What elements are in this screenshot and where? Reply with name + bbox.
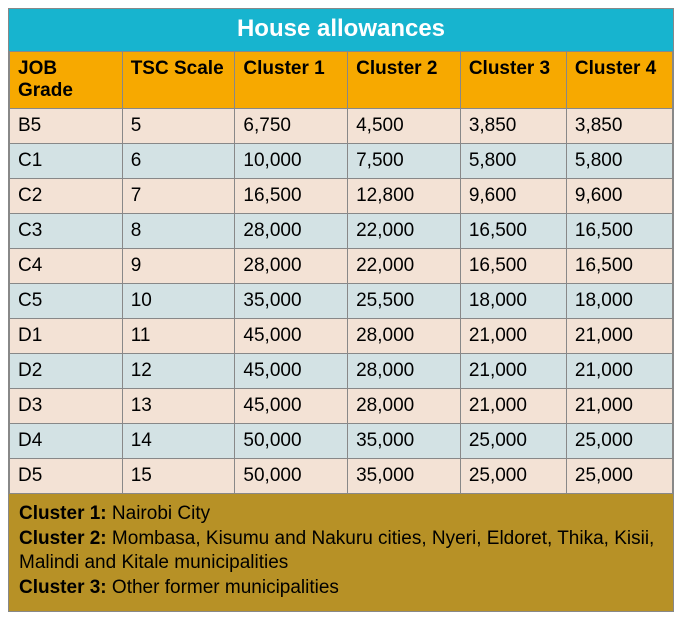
cluster-definition-line: Cluster 2: Mombasa, Kisumu and Nakuru ci… [19,527,663,576]
col-header: Cluster 4 [566,52,672,109]
table-cell: 7 [122,179,235,214]
table-cell: 15 [122,459,235,494]
table-cell: 6 [122,144,235,179]
table-cell: 9,600 [460,179,566,214]
table-cell: 21,000 [460,319,566,354]
table-cell: 16,500 [235,179,348,214]
table-cell: 35,000 [348,459,461,494]
table-row: D41450,00035,00025,00025,000 [10,424,673,459]
cluster-definition-line: Cluster 1: Nairobi City [19,502,663,527]
table-cell: 28,000 [235,214,348,249]
col-header: Cluster 1 [235,52,348,109]
table-cell: 11 [122,319,235,354]
cluster-text: Nairobi City [107,503,210,524]
table-cell: 35,000 [235,284,348,319]
table-cell: 50,000 [235,459,348,494]
cluster-definition-line: Cluster 3: Other former municipalities [19,576,663,601]
house-allowances-table: House allowances JOB GradeTSC ScaleClust… [8,8,674,612]
table-row: D31345,00028,00021,00021,000 [10,389,673,424]
table-cell: 28,000 [348,354,461,389]
table-cell: 16,500 [566,249,672,284]
table-row: D11145,00028,00021,00021,000 [10,319,673,354]
table-cell: C3 [10,214,123,249]
cluster-label: Cluster 2: [19,528,107,549]
table-cell: 6,750 [235,109,348,144]
table-cell: 45,000 [235,389,348,424]
table-cell: 21,000 [566,319,672,354]
table-cell: 5,800 [566,144,672,179]
table-cell: 21,000 [460,354,566,389]
col-header: JOB Grade [10,52,123,109]
table-cell: C4 [10,249,123,284]
table-cell: B5 [10,109,123,144]
table-cell: 21,000 [566,389,672,424]
table-cell: 45,000 [235,319,348,354]
table-cell: 10,000 [235,144,348,179]
table-cell: 45,000 [235,354,348,389]
table-cell: 16,500 [460,214,566,249]
cluster-label: Cluster 1: [19,503,107,524]
table-row: C51035,00025,50018,00018,000 [10,284,673,319]
table-cell: D5 [10,459,123,494]
table-cell: 21,000 [566,354,672,389]
table-cell: 18,000 [460,284,566,319]
table-cell: 50,000 [235,424,348,459]
table-cell: 16,500 [566,214,672,249]
table-cell: 12,800 [348,179,461,214]
table-row: C4928,00022,00016,50016,500 [10,249,673,284]
table-cell: C2 [10,179,123,214]
table-cell: C1 [10,144,123,179]
table-cell: 25,000 [566,424,672,459]
cluster-text: Other former municipalities [107,577,339,598]
table-cell: 21,000 [460,389,566,424]
table-cell: 5,800 [460,144,566,179]
table-row: C2716,50012,8009,6009,600 [10,179,673,214]
table-cell: D4 [10,424,123,459]
table-cell: 7,500 [348,144,461,179]
table-header-row: JOB GradeTSC ScaleCluster 1Cluster 2Clus… [10,52,673,109]
table-row: D51550,00035,00025,00025,000 [10,459,673,494]
cluster-text: Mombasa, Kisumu and Nakuru cities, Nyeri… [19,528,654,574]
table-cell: 3,850 [460,109,566,144]
table-cell: 9,600 [566,179,672,214]
table-cell: 25,000 [460,424,566,459]
table-cell: 18,000 [566,284,672,319]
table-cell: 8 [122,214,235,249]
table-cell: C5 [10,284,123,319]
table-cell: 28,000 [348,319,461,354]
table-cell: 25,500 [348,284,461,319]
table-row: C1610,0007,5005,8005,800 [10,144,673,179]
col-header: Cluster 2 [348,52,461,109]
table-cell: D3 [10,389,123,424]
table-cell: 16,500 [460,249,566,284]
table-cell: 9 [122,249,235,284]
table-row: C3828,00022,00016,50016,500 [10,214,673,249]
cluster-label: Cluster 3: [19,577,107,598]
table-cell: 28,000 [235,249,348,284]
allowance-table: JOB GradeTSC ScaleCluster 1Cluster 2Clus… [9,51,673,494]
table-cell: 5 [122,109,235,144]
table-title: House allowances [9,9,673,51]
col-header: Cluster 3 [460,52,566,109]
cluster-definitions: Cluster 1: Nairobi CityCluster 2: Mombas… [9,494,673,611]
table-cell: 25,000 [460,459,566,494]
table-cell: 14 [122,424,235,459]
table-cell: D1 [10,319,123,354]
table-row: D21245,00028,00021,00021,000 [10,354,673,389]
table-cell: 22,000 [348,214,461,249]
table-cell: 22,000 [348,249,461,284]
table-cell: 35,000 [348,424,461,459]
table-cell: 28,000 [348,389,461,424]
table-row: B556,7504,5003,8503,850 [10,109,673,144]
table-cell: 12 [122,354,235,389]
table-cell: D2 [10,354,123,389]
table-cell: 4,500 [348,109,461,144]
table-cell: 25,000 [566,459,672,494]
table-cell: 10 [122,284,235,319]
table-cell: 13 [122,389,235,424]
col-header: TSC Scale [122,52,235,109]
table-cell: 3,850 [566,109,672,144]
